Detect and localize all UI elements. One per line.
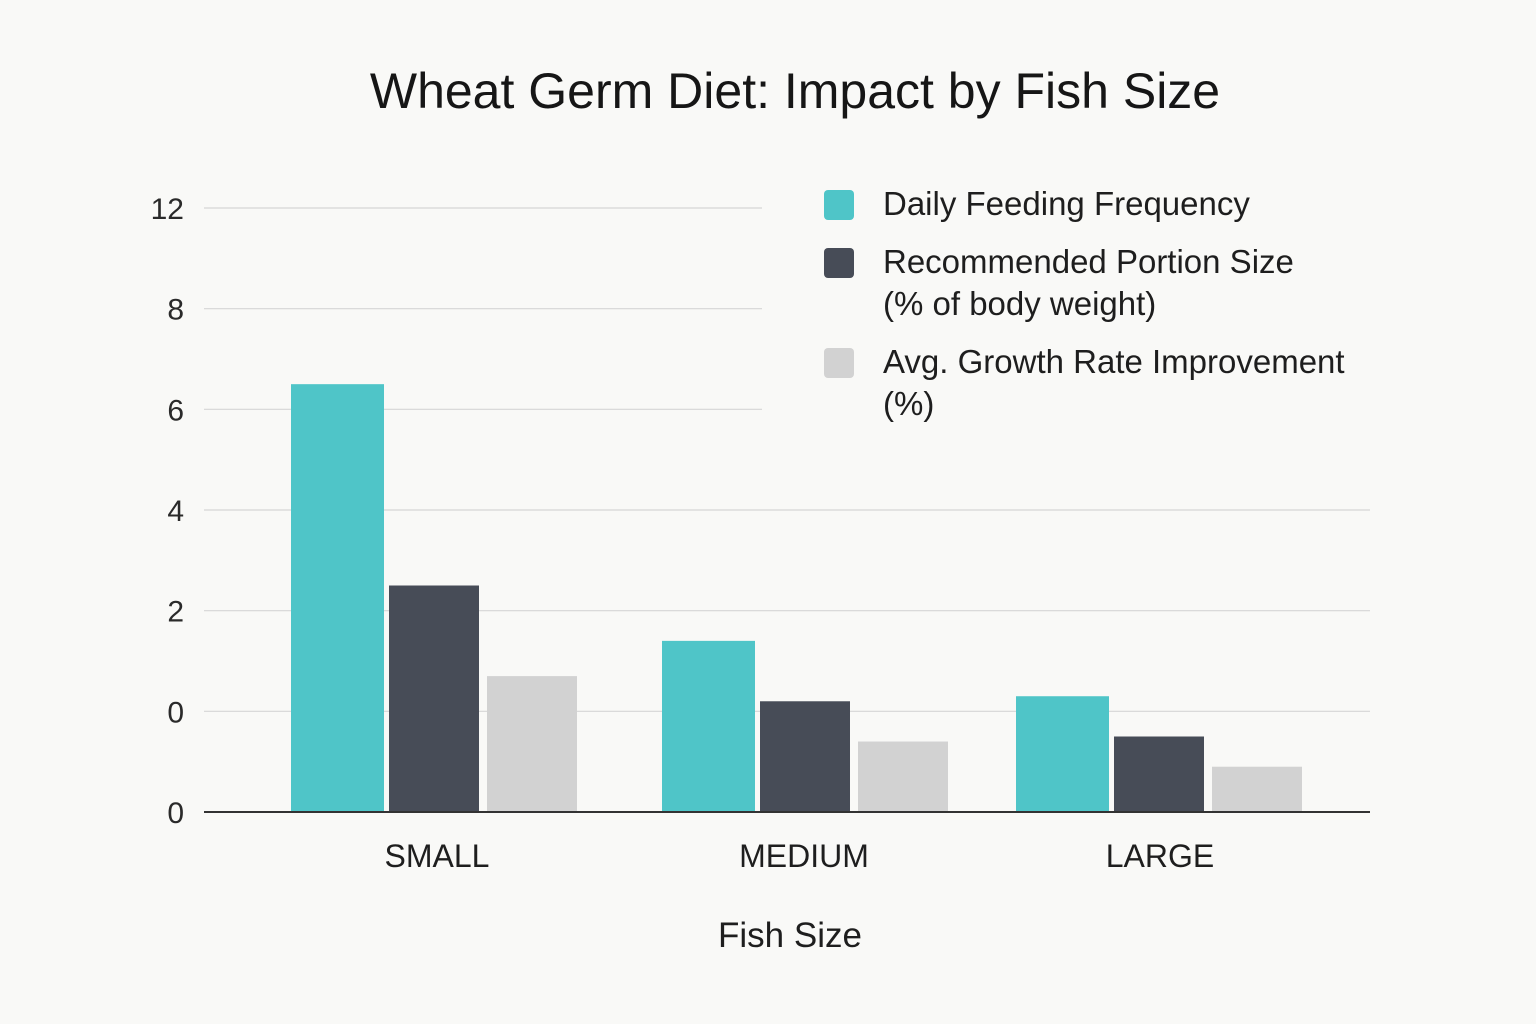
bar-medium-series-1 (662, 640, 755, 812)
y-tick-label: 8 (167, 294, 184, 327)
y-tick-label: 4 (167, 495, 184, 528)
x-category-label: SMALL (385, 838, 490, 874)
legend-swatch (824, 348, 854, 378)
y-axis-ticks: 0 0 2 4 6 8 12 (151, 193, 184, 830)
bar-large-series-1 (1016, 696, 1109, 812)
x-axis-categories: SMALL MEDIUM LARGE (385, 838, 1215, 874)
bar-small-series-2 (389, 585, 479, 812)
bars (291, 384, 1302, 812)
chart-title: Wheat Germ Diet: Impact by Fish Size (370, 63, 1220, 119)
legend-swatch (824, 248, 854, 278)
legend-label: Daily Feeding Frequency (883, 185, 1250, 222)
legend: Daily Feeding Frequency Recommended Porti… (824, 185, 1345, 422)
legend-label: Avg. Growth Rate Improvement (883, 343, 1345, 380)
legend-label: (%) (883, 385, 934, 422)
y-tick-label: 0 (167, 797, 184, 830)
bar-medium-series-2 (760, 701, 850, 812)
y-tick-label: 12 (151, 193, 184, 226)
y-tick-label: 0 (167, 696, 184, 729)
legend-label: Recommended Portion Size (883, 243, 1294, 280)
x-category-label: LARGE (1106, 838, 1214, 874)
bar-small-series-1 (291, 384, 384, 812)
x-category-label: MEDIUM (739, 838, 869, 874)
legend-swatch (824, 190, 854, 220)
bar-large-series-2 (1114, 736, 1204, 812)
bar-medium-series-3 (858, 741, 948, 812)
x-axis-label: Fish Size (718, 916, 862, 955)
y-tick-label: 2 (167, 596, 184, 629)
bar-small-series-3 (487, 676, 577, 812)
y-tick-label: 6 (167, 394, 184, 427)
bar-large-series-3 (1212, 766, 1302, 812)
legend-label: (% of body weight) (883, 285, 1156, 322)
